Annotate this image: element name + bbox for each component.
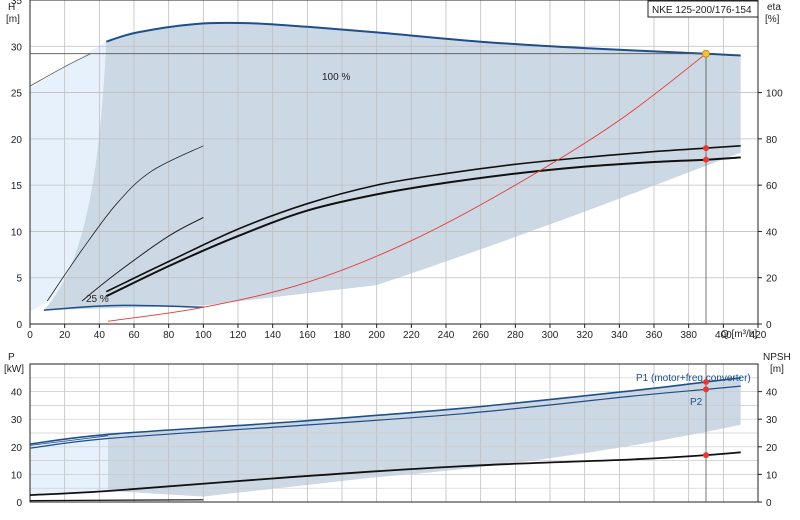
x-tick-label: 240 (438, 330, 455, 341)
y-right-tick-label-top: 40 (766, 227, 778, 238)
y-left-tick-label-bottom: 40 (11, 388, 23, 399)
legend-p1: P1 (motor+freq.converter) (636, 373, 751, 384)
y-left-tick-label-top: 20 (11, 135, 23, 146)
x-tick-label: 40 (94, 330, 106, 341)
y-right-unit-bottom: [m] (770, 364, 784, 375)
model-title: NKE 125-200/176-154 (652, 5, 752, 16)
eta-curve-part-1 (46, 145, 204, 302)
y-right-tick-label-bottom: 30 (766, 415, 778, 426)
curves-top (29, 21, 741, 502)
y-left-tick-label-top: 0 (16, 320, 22, 331)
annotation-100: 100 % (322, 72, 350, 83)
y-left-tick-label-bottom: 30 (11, 415, 23, 426)
annotation-25: 25 % (86, 294, 109, 305)
y-left-tick-label-bottom: 20 (11, 443, 23, 454)
head-curve-max (106, 21, 741, 57)
x-axis-label: Q [m³/h] (721, 329, 757, 340)
eta-curve-part-2 (81, 217, 204, 302)
y-left-tick-label-top: 25 (11, 89, 23, 100)
p2-marker (703, 386, 709, 393)
eta-marker-1 (703, 145, 709, 152)
head-curve-min (43, 304, 204, 311)
plot-frame-top (29, 0, 759, 325)
y-left-label-bottom: P (8, 352, 15, 363)
x-tick-label: 160 (299, 330, 316, 341)
head-curve-left (29, 53, 91, 87)
x-tick-label: 100 (195, 330, 212, 341)
y-left-label-top: H (8, 2, 15, 13)
y-right-tick-label-bottom: 10 (766, 470, 778, 481)
power-curve-p1-outline (29, 435, 109, 446)
x-tick-label: 380 (680, 330, 697, 341)
title-box (647, 0, 759, 18)
x-tick-label: 320 (576, 330, 593, 341)
x-tick-label: 220 (403, 330, 420, 341)
power-curve-p1 (29, 377, 741, 445)
x-tick-label: 60 (128, 330, 140, 341)
operating-range-top (30, 22, 741, 312)
x-tick-label: 200 (368, 330, 385, 341)
y-right-label-bottom: NPSH (763, 352, 791, 363)
y-right-tick-label-top: 80 (766, 135, 778, 146)
eta-curve-lower (105, 156, 741, 298)
y-right-tick-label-top: 60 (766, 181, 778, 192)
npsh-marker (703, 452, 709, 459)
x-tick-label: 0 (27, 330, 33, 341)
y-left-tick-label-top: 5 (16, 274, 22, 285)
red-curve (107, 53, 707, 322)
p1-marker (703, 378, 709, 385)
y-left-tick-label-top: 10 (11, 227, 23, 238)
curves-bottom (29, 377, 741, 502)
y-left-tick-label-bottom: 10 (11, 470, 23, 481)
x-tick-label: 300 (542, 330, 559, 341)
y-right-tick-label-top: 100 (766, 89, 783, 100)
x-tick-label: 80 (163, 330, 175, 341)
y-left-tick-label-bottom: 0 (16, 498, 22, 509)
y-right-label-top: eta (767, 2, 781, 13)
x-tick-label: 400 (715, 330, 732, 341)
duty-markers (702, 49, 710, 459)
y-left-tick-label-top: 30 (11, 42, 23, 53)
operating-range-top-fill (43, 22, 741, 311)
x-tick-label: 340 (611, 330, 628, 341)
x-tick-label: 420 (750, 330, 767, 341)
x-tick-label: 140 (264, 330, 281, 341)
y-left-unit-top: [m] (6, 14, 20, 25)
operating-range-bottom (30, 377, 741, 497)
x-tick-label: 260 (472, 330, 489, 341)
y-left-tick-label-top: 35 (11, 0, 23, 7)
light-range-top (30, 41, 107, 312)
y-right-tick-label-bottom: 20 (766, 443, 778, 454)
eta-marker-2 (703, 156, 709, 163)
x-tick-label: 360 (646, 330, 663, 341)
x-tick-label: 120 (230, 330, 247, 341)
y-right-unit-top: [%] (765, 14, 780, 25)
x-tick-label: 280 (507, 330, 524, 341)
x-tick-label: 180 (334, 330, 351, 341)
y-right-tick-label-top: 20 (766, 274, 778, 285)
y-right-tick-label-bottom: 0 (766, 498, 772, 509)
y-right-tick-label-top: 0 (766, 320, 772, 331)
duty-point-marker (702, 49, 710, 58)
power-curve-p2 (29, 385, 741, 449)
y-left-tick-label-top: 15 (11, 181, 23, 192)
legend-p2: P2 (690, 397, 703, 408)
eta-curve-upper (105, 145, 741, 293)
x-tick-label: 20 (59, 330, 71, 341)
axis-ticks: 0 20 40 60 80 100 120 140 160 180 200 220 240 260 280 3… (11, 0, 783, 509)
light-range-bottom (30, 434, 108, 496)
y-left-unit-bottom: [kW] (4, 364, 24, 375)
y-right-tick-label-bottom: 40 (766, 388, 778, 399)
npsh-curve (29, 451, 741, 496)
plot-frame-bottom (29, 363, 759, 503)
low-power-curve (29, 499, 204, 502)
operating-range-bottom-fill (108, 377, 741, 497)
